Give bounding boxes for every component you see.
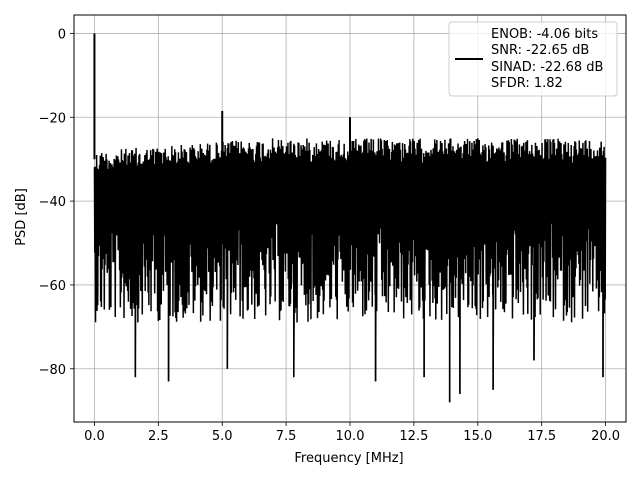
- legend-line-sinad: SINAD: -22.68 dB: [491, 60, 603, 75]
- y-axis-ticks: 0 −20 −40 −60 −80: [39, 27, 74, 378]
- x-tick-label: 10.0: [336, 429, 365, 444]
- y-tick-label: −80: [39, 363, 66, 378]
- y-tick-label: 0: [58, 27, 66, 42]
- x-tick-label: 15.0: [463, 429, 492, 444]
- y-axis-label: PSD [dB]: [14, 188, 29, 246]
- x-tick-label: 2.5: [148, 429, 169, 444]
- x-tick-label: 12.5: [399, 429, 428, 444]
- legend-line-enob: ENOB: -4.06 bits: [491, 27, 598, 42]
- x-axis-ticks: 0.0 2.5 5.0 7.5 10.0 12.5 15.0 17.5 20.0: [84, 422, 620, 444]
- x-tick-label: 20.0: [591, 429, 620, 444]
- x-tick-label: 7.5: [276, 429, 297, 444]
- psd-trace: [93, 33, 607, 403]
- legend-line-sfdr: SFDR: 1.82: [491, 76, 563, 91]
- x-tick-label: 0.0: [84, 429, 105, 444]
- legend-line-snr: SNR: -22.65 dB: [491, 43, 589, 58]
- psd-series-line: [93, 138, 607, 403]
- legend-box: [448, 21, 618, 97]
- x-tick-label: 17.5: [527, 429, 556, 444]
- y-tick-label: −40: [39, 195, 66, 210]
- x-axis-label: Frequency [MHz]: [294, 451, 403, 466]
- legend: ENOB: -4.06 bits SNR: -22.65 dB SINAD: -…: [448, 21, 618, 97]
- y-tick-label: −60: [39, 279, 66, 294]
- x-tick-label: 5.0: [212, 429, 233, 444]
- y-tick-label: −20: [39, 111, 66, 126]
